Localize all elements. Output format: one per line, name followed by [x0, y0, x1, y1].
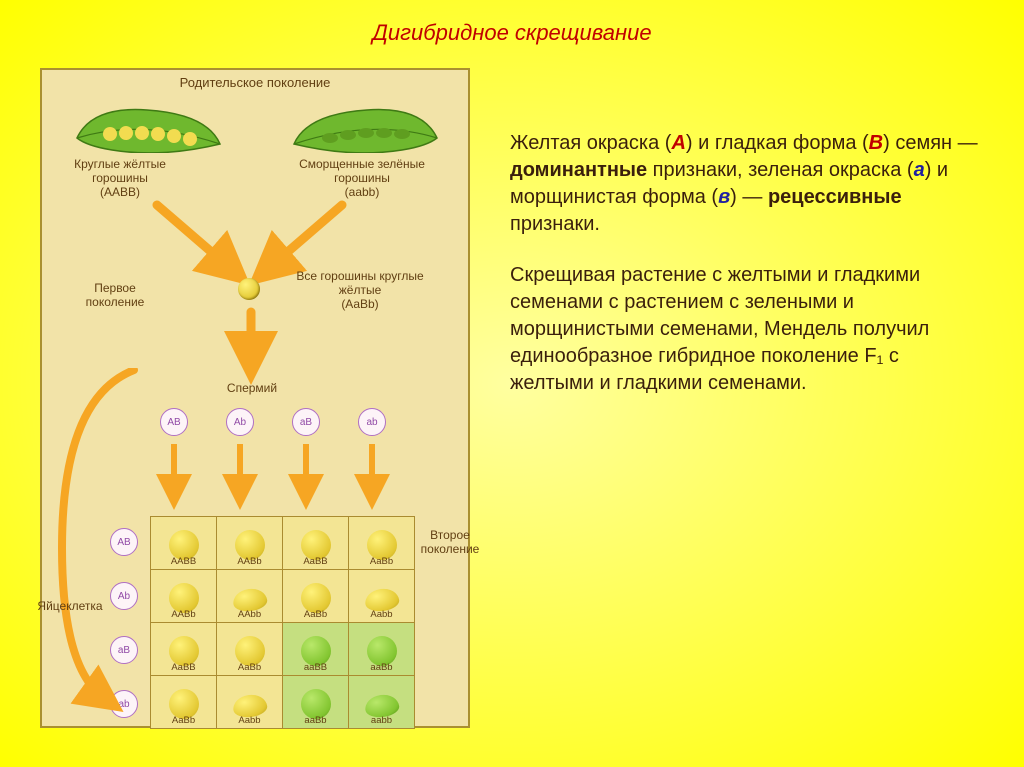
paragraph-2: Скрещивая растение с желтыми и гладкими …	[510, 262, 980, 397]
txt: ) и гладкая форма (	[686, 132, 869, 154]
txt: ) семян —	[883, 132, 978, 154]
genotype-label: AaBb	[283, 609, 348, 620]
label-round-yellow: Круглые жёлтые горошины(AABB)	[60, 158, 180, 199]
txt: ) —	[730, 186, 768, 208]
punnett-cell: aaBb	[283, 676, 349, 729]
arrow-f1-down	[240, 310, 262, 375]
txt: Желтая окраска (	[510, 132, 671, 154]
label-parent-gen: Родительское поколение	[42, 76, 468, 91]
punnett-cell: AAbb	[217, 570, 283, 623]
f1-pea	[238, 278, 260, 300]
punnett-cell: AABB	[151, 517, 217, 570]
label-egg: Яйцеклетка	[30, 600, 110, 614]
punnett-cell: AaBb	[151, 676, 217, 729]
punnett-cell: AABb	[217, 517, 283, 570]
genotype-label: AaBB	[151, 662, 216, 673]
label-all-yellow: Все горошины круглые жёлтые(AaBb)	[290, 270, 430, 311]
punnett-cell: aabb	[349, 676, 415, 729]
genotype-label: AABB	[151, 556, 216, 567]
genotype-label: AaBb	[151, 715, 216, 726]
label-wrinkled-green: Сморщенные зелёные горошины(aabb)	[297, 158, 427, 199]
genotype-label: Aabb	[217, 715, 282, 726]
label-first-gen: Первое поколение	[70, 282, 160, 310]
txt: признаки, зеленая окраска (	[647, 159, 913, 181]
genotype-label: AAbb	[217, 609, 282, 620]
genotype-label: aaBb	[349, 662, 414, 673]
genotype-label: AaBb	[217, 662, 282, 673]
recessive-word: рецессивные	[768, 186, 902, 208]
punnett-square: AABBAABbAaBBAaBbAABbAAbbAaBbAabbAaBBAaBb…	[150, 516, 415, 729]
arrow-sperm	[298, 442, 314, 507]
label-sperm: Спермий	[212, 382, 292, 396]
genotype-label: AABb	[217, 556, 282, 567]
arrow-sperm	[364, 442, 380, 507]
allele-a: a	[914, 159, 925, 181]
punnett-cell: Aabb	[349, 570, 415, 623]
pod-green	[292, 98, 442, 153]
main-title: Дигибридное скрещивание	[0, 20, 1024, 46]
description-text: Желтая окраска (A) и гладкая форма (B) с…	[510, 130, 980, 421]
genotype-label: aaBB	[283, 662, 348, 673]
genotype-label: Aabb	[349, 609, 414, 620]
genotype-label: aaBb	[283, 715, 348, 726]
genotype-label: AaBb	[349, 556, 414, 567]
punnett-cell: AaBB	[151, 623, 217, 676]
sperm-gamete: AB	[160, 408, 188, 436]
dominant-word: доминантные	[510, 159, 647, 181]
sperm-gamete: ab	[358, 408, 386, 436]
punnett-cell: aaBB	[283, 623, 349, 676]
punnett-cell: Aabb	[217, 676, 283, 729]
arrow-sperm	[166, 442, 182, 507]
punnett-cell: AaBB	[283, 517, 349, 570]
punnett-cell: AABb	[151, 570, 217, 623]
genotype-label: AaBB	[283, 556, 348, 567]
punnett-cell: AaBb	[349, 517, 415, 570]
sperm-gamete: Ab	[226, 408, 254, 436]
allele-b: в	[718, 186, 730, 208]
label-second-gen: Второе поколение	[420, 528, 480, 557]
txt: признаки.	[510, 213, 600, 235]
punnett-cell: AaBb	[217, 623, 283, 676]
punnett-cell: AaBb	[283, 570, 349, 623]
genotype-label: AABb	[151, 609, 216, 620]
allele-B: B	[869, 132, 883, 154]
allele-A: A	[671, 132, 685, 154]
egg-arrow	[54, 368, 144, 688]
genotype-label: aabb	[349, 715, 414, 726]
sperm-gamete: aB	[292, 408, 320, 436]
punnett-cell: aaBb	[349, 623, 415, 676]
pod-yellow	[72, 98, 222, 153]
cross-diagram: Родительское поколение Круглые жёлтые го…	[40, 68, 470, 728]
arrow-p1-f1	[152, 200, 242, 285]
arrow-sperm	[232, 442, 248, 507]
